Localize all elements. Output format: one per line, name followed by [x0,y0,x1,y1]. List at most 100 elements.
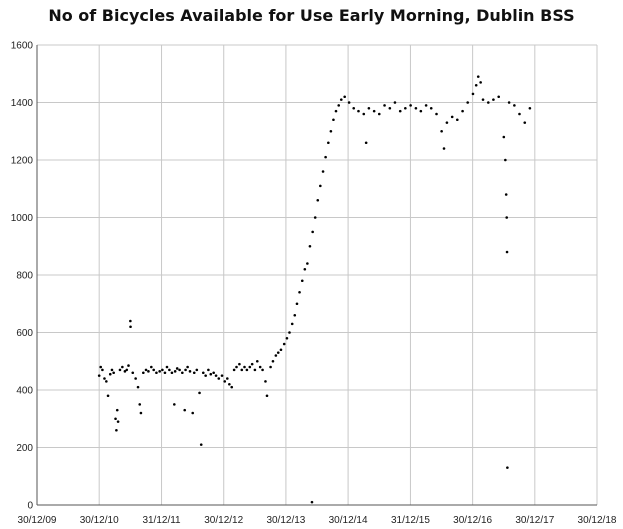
data-point [228,382,231,386]
data-point [142,371,145,375]
data-point [255,359,259,363]
data-point [339,98,343,101]
data-point [506,466,509,469]
data-point [471,92,475,96]
data-point [352,106,356,110]
data-point [191,411,195,415]
data-point [383,104,386,107]
data-point [114,417,117,421]
data-point [367,106,371,110]
data-point [507,101,511,104]
y-tick-labels: 0 200 400 600 800 1000 1200 1400 1600 [11,41,34,512]
data-point [393,101,397,104]
data-point [372,109,376,113]
data-point [327,141,330,145]
data-point [274,354,278,357]
data-point [97,374,101,377]
data-point [204,374,207,377]
data-point [238,362,241,366]
data-point [170,371,174,375]
data-point [198,391,201,395]
data-point [201,371,205,375]
data-point [220,374,224,377]
data-point [442,147,446,150]
data-points [97,75,532,504]
data-point [347,101,351,104]
x-tick-label: 30/12/09 [18,515,57,526]
data-point [212,371,215,375]
data-point [492,98,495,101]
data-point [181,371,184,375]
data-point [343,95,346,99]
data-point [112,371,115,375]
y-tick-label: 1600 [11,41,34,52]
data-point [308,244,312,248]
x-tick-label: 30/12/13 [266,515,305,526]
data-point [528,106,532,110]
data-point [282,342,286,346]
data-point [186,365,189,369]
data-point [293,313,297,317]
data-point [214,374,218,377]
x-tick-label: 31/12/11 [142,515,181,526]
data-point [502,135,506,139]
data-point [105,380,108,383]
data-point [129,325,132,329]
data-point [199,443,203,446]
data-point [178,368,181,372]
data-point [173,403,176,406]
data-point [329,129,333,133]
data-point [240,368,244,372]
data-point [138,403,142,406]
data-point [303,267,307,271]
data-point [101,368,104,372]
data-point [440,129,443,133]
data-point [479,81,482,84]
data-point [139,411,143,415]
data-point [161,368,164,372]
data-point [311,230,314,234]
data-point [232,368,236,372]
data-point [150,365,153,369]
data-point [377,112,381,116]
data-point [188,370,192,373]
y-tick-label: 1000 [11,213,34,224]
data-point [505,250,509,254]
data-point [106,394,110,398]
x-tick-label: 30/12/14 [329,515,368,526]
x-tick-label: 31/12/15 [391,515,430,526]
data-point [271,359,275,363]
y-tick-label: 1200 [11,156,34,167]
data-point [264,380,267,383]
data-point [474,83,478,87]
data-point [288,331,291,334]
x-tick-label: 30/12/17 [515,515,554,526]
data-point [230,385,234,389]
data-point [419,109,423,113]
y-tick-label: 600 [16,328,33,339]
data-point [207,368,210,372]
data-point [504,193,508,196]
data-point [518,112,521,116]
data-point [183,408,187,412]
data-point [279,348,283,352]
y-tick-label: 800 [16,271,33,282]
data-point [290,322,294,326]
data-point [226,377,229,380]
data-point [152,368,156,372]
data-point [192,371,196,375]
y-tick-label: 400 [16,386,33,397]
data-point [108,372,112,376]
data-point [184,368,187,372]
data-point [134,377,137,380]
data-point [258,365,262,369]
data-point [481,98,485,101]
data-point [313,216,317,219]
x-tick-label: 30/12/12 [204,515,243,526]
data-point [165,365,169,369]
data-point [466,101,469,104]
data-point [147,370,150,373]
data-point [195,368,199,372]
data-point [337,104,341,107]
data-point [99,365,103,369]
